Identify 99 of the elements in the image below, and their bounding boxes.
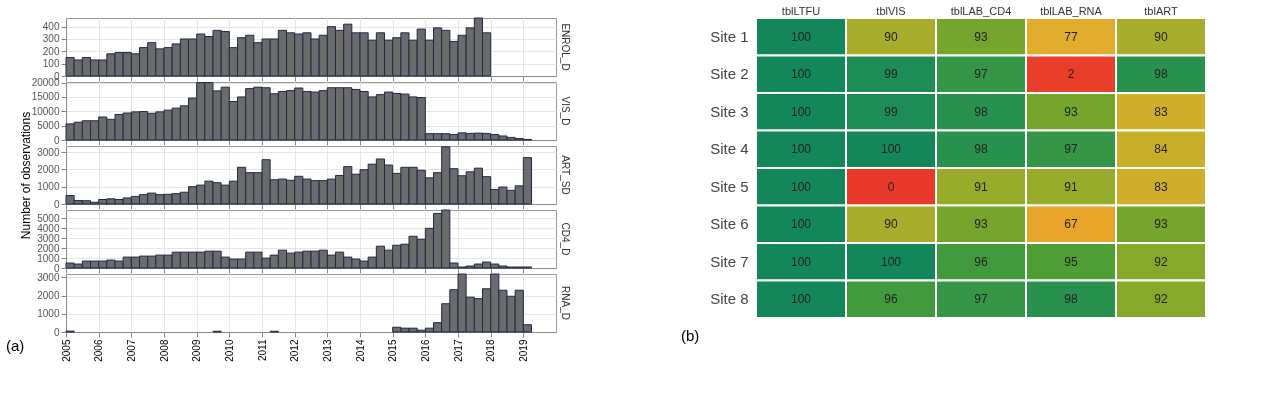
y-tick-label: 4000 (37, 222, 60, 234)
y-tick-label: 2000 (37, 290, 60, 302)
data-label: 100 (790, 142, 812, 157)
x-tick-label: 2013 (321, 339, 333, 362)
data-label: 84 (1154, 142, 1168, 157)
y-tick-label: 3000 (37, 146, 60, 158)
data-label: 100 (790, 67, 812, 82)
x-tick-label: 2009 (191, 339, 203, 362)
data-label: 90 (884, 29, 898, 44)
data-label: 99 (884, 67, 898, 82)
data-label: 93 (974, 217, 988, 232)
y-tick-label: 1000 (37, 252, 60, 264)
y-tick-label: 3000 (37, 232, 60, 244)
text: (b) (681, 327, 700, 344)
x-tick-label: tblLTFU (781, 4, 821, 17)
text: ART_SD (560, 155, 571, 195)
x-tick-label: 2017 (452, 339, 464, 362)
data-label: 97 (974, 292, 988, 307)
y-tick-label: 2000 (37, 163, 60, 175)
x-tick-label: tblLAB_CD4 (950, 4, 1012, 17)
y-tick-label: Site 6 (710, 215, 749, 233)
x-tick-label: tblVIS (876, 4, 906, 17)
data-label: 100 (790, 29, 812, 44)
y-tick-label: 1000 (37, 181, 60, 193)
x-tick-label: 2019 (517, 339, 529, 362)
data-label: 100 (790, 179, 812, 194)
data-label: 99 (884, 104, 898, 119)
y-tick-label: 10000 (31, 105, 60, 117)
data-label: 100 (790, 292, 812, 307)
data-label: 83 (1154, 104, 1168, 119)
y-tick-label: Site 4 (710, 140, 749, 158)
x-tick-label: 2008 (158, 339, 170, 362)
data-label: 0 (887, 179, 895, 194)
data-label: 98 (974, 142, 988, 157)
x-tick-label: tblART (1144, 4, 1178, 17)
x-tick-label: 2005 (60, 339, 72, 362)
y-tick-label: 5000 (37, 120, 60, 132)
x-tick-label: 2018 (485, 339, 497, 362)
data-label: 93 (1154, 217, 1168, 232)
y-tick-label: 0 (53, 134, 60, 146)
x-tick-label: 2007 (125, 339, 137, 362)
data-label: 98 (1154, 67, 1168, 82)
data-label: 97 (1064, 142, 1078, 157)
data-label: 98 (1064, 292, 1078, 307)
x-tick-label: 2006 (93, 339, 105, 362)
data-label: 83 (1154, 179, 1168, 194)
y-tick-label: 0 (53, 262, 60, 274)
data-label: 91 (1064, 179, 1078, 194)
data-label: 95 (1064, 254, 1078, 269)
y-tick-label: 1000 (37, 308, 60, 320)
text: RNA_D (560, 286, 571, 320)
y-tick-label: 0 (53, 326, 60, 338)
y-tick-label: 100 (42, 58, 60, 70)
y-tick-label: 300 (42, 33, 60, 45)
data-label: 77 (1064, 29, 1078, 44)
data-label: 93 (974, 29, 988, 44)
y-tick-label: 0 (53, 198, 60, 210)
y-tick-label: 200 (42, 45, 60, 57)
y-tick-label: Site 5 (710, 177, 749, 195)
data-label: 91 (974, 179, 988, 194)
data-label: 90 (884, 217, 898, 232)
text: VIS_D (560, 96, 571, 126)
y-tick-label: Site 2 (710, 65, 749, 83)
y-axis-title: Number of observations (19, 111, 34, 240)
data-label: 100 (880, 142, 902, 157)
data-label: 98 (974, 104, 988, 119)
data-label: 100 (880, 254, 902, 269)
data-label: 90 (1154, 29, 1168, 44)
text: CD4_D (560, 222, 571, 256)
y-tick-label: 400 (42, 21, 60, 33)
data-label: 97 (974, 67, 988, 82)
y-tick-label: Site 1 (710, 27, 749, 45)
text: ENROL_D (560, 23, 571, 71)
y-tick-label: 15000 (31, 91, 60, 103)
data-label: 2 (1067, 67, 1075, 82)
data-label: 100 (790, 217, 812, 232)
data-label: 67 (1064, 217, 1078, 232)
y-tick-label: Site 7 (710, 252, 749, 270)
x-tick-label: 2014 (354, 339, 366, 362)
data-label: 92 (1154, 292, 1168, 307)
data-label: 96 (884, 292, 898, 307)
x-tick-label: tblLAB_RNA (1040, 4, 1103, 17)
y-tick-label: Site 3 (710, 102, 749, 120)
text: (a) (6, 337, 25, 354)
y-tick-label: 3000 (37, 271, 60, 283)
data-label: 93 (1064, 104, 1078, 119)
x-tick-label: 2015 (387, 339, 399, 362)
data-label: 100 (790, 104, 812, 119)
y-tick-label: 20000 (31, 77, 60, 89)
data-label: 100 (790, 254, 812, 269)
x-tick-label: 2012 (289, 339, 301, 362)
x-tick-label: 2016 (419, 339, 431, 362)
x-tick-label: 2011 (256, 339, 268, 362)
data-label: 92 (1154, 254, 1168, 269)
y-tick-label: Site 8 (710, 290, 749, 308)
x-tick-label: 2010 (223, 339, 235, 362)
y-tick-label: 2000 (37, 242, 60, 254)
data-label: 96 (974, 254, 988, 269)
y-tick-label: 5000 (37, 212, 60, 224)
